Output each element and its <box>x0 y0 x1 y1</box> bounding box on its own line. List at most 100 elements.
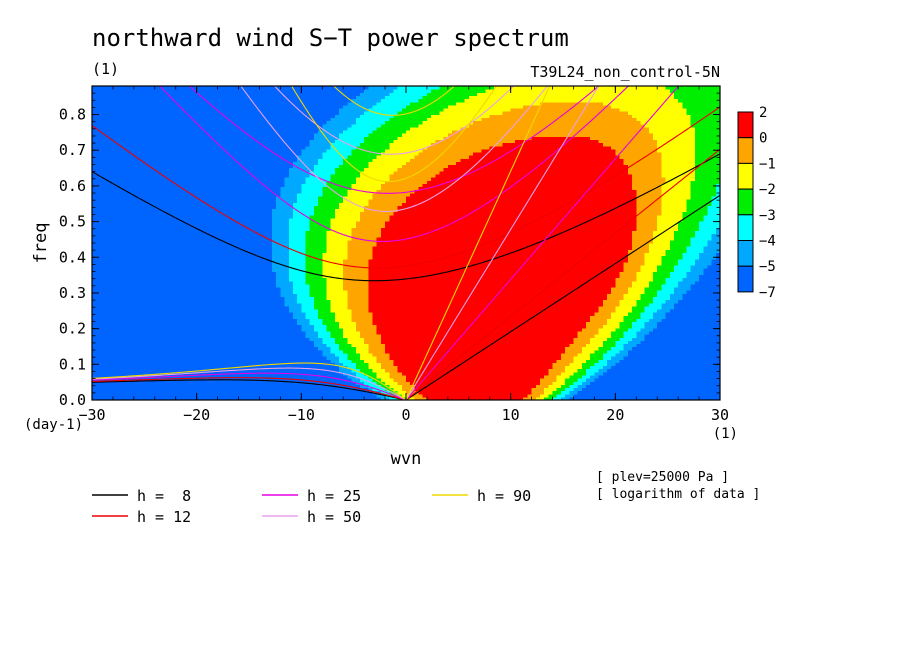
heatmap-cell <box>653 274 671 279</box>
heatmap-cell <box>376 371 390 376</box>
heatmap-cell <box>481 117 637 122</box>
heatmap-cell <box>326 180 357 184</box>
heatmap-cell <box>690 239 709 244</box>
heatmap-cell <box>92 255 273 260</box>
heatmap-cell <box>359 384 369 389</box>
heatmap-cell <box>422 95 470 100</box>
heatmap-cell <box>627 255 646 260</box>
heatmap-cell <box>565 349 583 354</box>
heatmap-cell <box>590 340 604 345</box>
heatmap-cell <box>644 305 662 310</box>
heatmap-cell <box>661 161 696 166</box>
heatmap-cell <box>347 365 357 370</box>
colorbar-label: 2 <box>759 105 767 121</box>
heatmap-cell <box>414 189 637 194</box>
heatmap-cell <box>632 346 720 351</box>
heatmap-cell <box>682 296 720 301</box>
rossby-curve <box>92 379 407 400</box>
heatmap-cell <box>661 158 696 162</box>
heatmap-cell <box>92 214 273 219</box>
heatmap-cell <box>627 327 642 332</box>
heatmap-cell <box>531 136 591 140</box>
heatmap-cell <box>552 362 570 367</box>
heatmap-cell <box>364 205 399 210</box>
heatmap-cell <box>393 139 436 144</box>
heatmap-cell <box>715 183 720 188</box>
heatmap-cell <box>690 283 720 288</box>
heatmap-cell <box>627 349 720 354</box>
heatmap-cell <box>527 393 541 398</box>
heatmap-cell <box>489 145 612 150</box>
heatmap-cell <box>343 349 357 354</box>
heatmap-cell <box>544 387 558 392</box>
heatmap-cell <box>368 302 604 307</box>
heatmap-cell <box>380 362 395 367</box>
heatmap-cell <box>92 365 340 370</box>
heatmap-cell <box>322 252 348 257</box>
heatmap-cell <box>422 393 529 398</box>
heatmap-cell <box>644 255 662 260</box>
heatmap-cell <box>397 167 445 172</box>
heatmap-cell <box>590 352 604 357</box>
x-axis-ticks: −30 −20 −10 0 10 20 30 <box>78 86 729 424</box>
heatmap-cell <box>686 111 720 115</box>
heatmap-cell <box>339 346 357 351</box>
heatmap-cell <box>313 164 340 169</box>
heatmap-cell <box>556 374 570 379</box>
heatmap-cell <box>715 252 720 257</box>
heatmap-cell <box>347 293 369 297</box>
heatmap-cell <box>644 334 720 338</box>
heatmap-cell <box>347 249 374 254</box>
heatmap-cell <box>368 343 386 348</box>
heatmap-cell <box>343 327 357 332</box>
heatmap-cell <box>322 123 353 128</box>
colorbar: 2 0 −1 −2 −3 −4 −5 −7 <box>737 105 776 301</box>
heatmap-cell <box>343 280 369 285</box>
heatmap-cell <box>410 126 462 131</box>
colorbar-swatch <box>737 162 754 190</box>
heatmap-cell <box>447 104 524 109</box>
heatmap-cell <box>435 173 633 178</box>
x-axis-label: wvn <box>391 449 422 469</box>
heatmap-cell <box>598 346 612 351</box>
heatmap-cell <box>322 271 344 275</box>
heatmap-cell <box>318 129 344 134</box>
heatmap-cell <box>292 312 307 316</box>
heatmap-cell <box>92 221 273 225</box>
heatmap-cell <box>657 214 683 219</box>
heatmap-cell <box>661 186 692 191</box>
heatmap-cell <box>92 359 332 363</box>
heatmap-cell <box>577 378 587 382</box>
heatmap-cell <box>343 277 369 282</box>
heatmap-cell <box>309 170 336 175</box>
heatmap-cell <box>339 133 369 137</box>
heatmap-cell <box>632 230 654 235</box>
heatmap-cell <box>364 167 399 172</box>
heatmap-cell <box>272 252 290 257</box>
heatmap-cell <box>552 396 562 400</box>
heatmap-cell <box>393 378 407 382</box>
heatmap-cell <box>636 211 662 216</box>
legend-label: h = 8 <box>137 487 191 505</box>
heatmap-cell <box>359 170 395 175</box>
heatmap-cell <box>594 349 608 354</box>
heatmap-cell <box>372 321 587 326</box>
heatmap-cell <box>426 145 491 150</box>
heatmap-cell <box>682 101 720 106</box>
heatmap-cell <box>301 327 315 332</box>
heatmap-cell <box>368 264 625 269</box>
heatmap-cell <box>288 308 302 313</box>
kelvin-curve <box>405 86 680 400</box>
heatmap-cell <box>632 180 667 184</box>
heatmap-cell <box>359 217 390 222</box>
heatmap-cell <box>372 252 629 257</box>
heatmap-cell <box>665 177 696 181</box>
y-axis-unit: (day-1) <box>24 417 83 433</box>
heatmap-cell <box>569 374 583 379</box>
heatmap-cell <box>92 111 340 115</box>
y-tick-label: 0.6 <box>59 177 86 195</box>
heatmap-cell <box>364 340 382 345</box>
heatmap-cell <box>385 349 566 354</box>
heatmap-cell <box>339 359 353 363</box>
heatmap-cell <box>355 145 390 150</box>
